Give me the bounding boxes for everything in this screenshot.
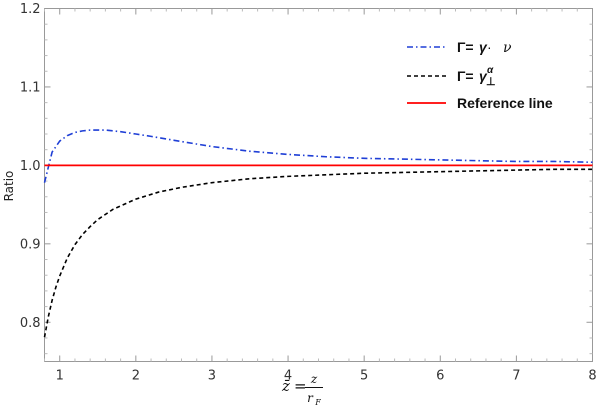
y-tick-label: 1.0 [20,159,41,174]
y-tick-label: 0.8 [20,316,41,331]
legend-label-gamma-nu-prefix: Γ= [457,39,474,55]
legend-label-gamma-perp-prefix: Γ= [457,68,474,84]
x-axis-label-denominator: r [307,391,314,405]
plot-frame [44,8,593,362]
x-axis-label: z̄ = z r F [281,372,323,407]
legend-label-gamma-perp-sup: α [487,65,494,76]
legend-label-gamma-perp-symbol: γ [479,68,488,84]
legend-label-gamma-nu-dot: · [487,39,492,55]
legend-label-gamma-nu-tail: ν [503,40,512,56]
legend-label-gamma-perp-sub: ⊥ [486,76,496,88]
x-tick-label: 5 [360,369,368,384]
legend: Γ= γ · ν Γ= γ ⊥ α Reference line [407,39,553,111]
legend-entry-gamma-perp: Γ= γ ⊥ α [407,65,496,88]
y-axis-label: Ratio [2,171,16,202]
legend-entry-gamma-nu: Γ= γ · ν [407,39,512,56]
x-tick-label: 4 [284,369,292,384]
legend-entry-reference: Reference line [407,95,553,111]
x-axis-label-numerator: z [310,372,318,386]
x-tick-label: 7 [512,369,520,384]
x-tick-label: 1 [56,369,64,384]
x-tick-label: 8 [588,369,596,384]
x-tick-label: 3 [208,369,216,384]
series-line-gamma-perp [43,168,593,338]
x-tick-label: 2 [132,369,140,384]
series-layer [43,129,593,338]
x-axis-label-eq: = [294,377,307,395]
legend-label-gamma-nu-symbol: γ [479,39,488,55]
x-axis-label-denominator-sub: F [314,398,321,407]
y-axis: 0.8 0.9 1.0 1.1 1.2 [20,2,593,355]
series-line-gamma-nu [43,129,593,183]
y-tick-label: 1.2 [20,2,41,17]
y-tick-label: 1.1 [20,80,41,95]
x-axis-label-lhs: z̄ [281,377,290,395]
x-axis: 1 2 3 4 5 6 7 8 [44,8,597,384]
legend-label-reference: Reference line [457,95,553,111]
x-tick-label: 6 [436,369,444,384]
y-tick-label: 0.9 [20,237,41,252]
